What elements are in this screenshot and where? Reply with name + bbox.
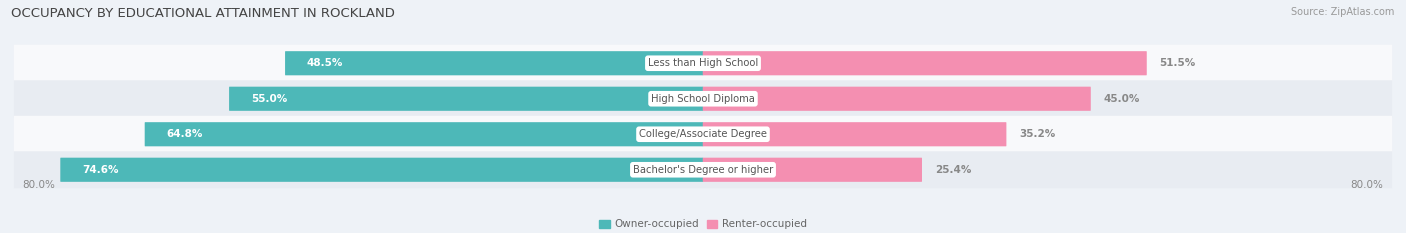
FancyBboxPatch shape [14,116,1392,153]
Text: 80.0%: 80.0% [1350,180,1384,190]
FancyBboxPatch shape [145,122,703,146]
Text: 64.8%: 64.8% [166,129,202,139]
FancyBboxPatch shape [14,80,1392,117]
Text: 48.5%: 48.5% [307,58,343,68]
Legend: Owner-occupied, Renter-occupied: Owner-occupied, Renter-occupied [595,215,811,233]
Text: 74.6%: 74.6% [82,165,118,175]
Text: Source: ZipAtlas.com: Source: ZipAtlas.com [1291,7,1395,17]
FancyBboxPatch shape [703,158,922,182]
Text: High School Diploma: High School Diploma [651,94,755,104]
Text: OCCUPANCY BY EDUCATIONAL ATTAINMENT IN ROCKLAND: OCCUPANCY BY EDUCATIONAL ATTAINMENT IN R… [11,7,395,20]
FancyBboxPatch shape [229,87,703,111]
FancyBboxPatch shape [60,158,703,182]
FancyBboxPatch shape [14,151,1392,188]
FancyBboxPatch shape [703,122,1007,146]
Text: Bachelor's Degree or higher: Bachelor's Degree or higher [633,165,773,175]
FancyBboxPatch shape [14,45,1392,82]
Text: 25.4%: 25.4% [935,165,972,175]
Text: 45.0%: 45.0% [1104,94,1140,104]
Text: 80.0%: 80.0% [22,180,56,190]
FancyBboxPatch shape [703,87,1091,111]
FancyBboxPatch shape [285,51,703,75]
Text: 51.5%: 51.5% [1160,58,1195,68]
FancyBboxPatch shape [703,51,1147,75]
Text: 35.2%: 35.2% [1019,129,1056,139]
Text: College/Associate Degree: College/Associate Degree [638,129,768,139]
Text: Less than High School: Less than High School [648,58,758,68]
Text: 55.0%: 55.0% [250,94,287,104]
